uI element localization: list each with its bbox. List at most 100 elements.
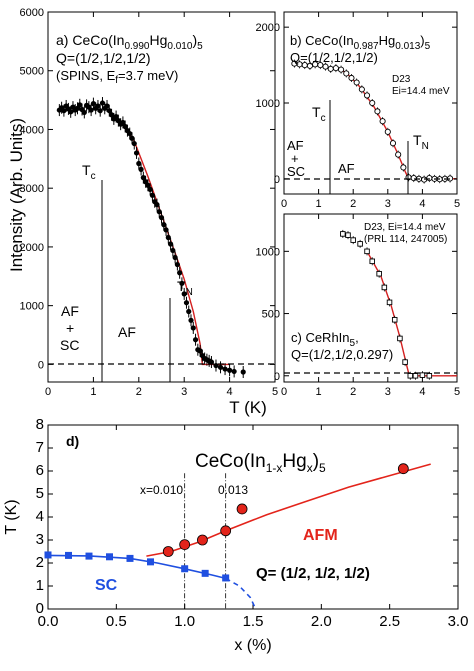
- panel-a-region-af: AF: [118, 324, 136, 340]
- y-tick-label: 8: [36, 416, 44, 433]
- panel-b-ticks: 0 1 2 3 4 5 0 1000 2000: [256, 12, 460, 210]
- data-point: [364, 248, 370, 255]
- x-tick-label: 1.0: [174, 613, 195, 630]
- x-tick-label: 2: [350, 386, 356, 398]
- data-point: [386, 299, 393, 306]
- sc-point: [106, 553, 113, 561]
- data-point: [174, 261, 180, 268]
- data-point: [88, 107, 94, 113]
- data-point: [400, 164, 407, 171]
- x-tick-label: 4: [419, 198, 425, 210]
- data-point: [113, 113, 119, 120]
- data-point: [136, 160, 142, 167]
- data-point: [138, 166, 144, 172]
- data-point: [402, 359, 408, 365]
- x-tick-label: 5: [272, 386, 278, 398]
- data-point: [412, 373, 419, 379]
- y-tick-label: 3: [36, 531, 44, 548]
- panel-b-points: [291, 59, 454, 184]
- data-point: [172, 254, 178, 261]
- data-point: [190, 325, 196, 331]
- data-point: [391, 317, 398, 323]
- panel-b-tn-label: TN: [413, 132, 429, 152]
- x-tick-label: 1.5: [243, 613, 264, 630]
- data-point: [369, 99, 376, 107]
- data-point: [127, 130, 133, 137]
- data-point: [343, 70, 350, 77]
- data-point: [170, 247, 176, 254]
- data-point: [68, 109, 74, 115]
- x-tick-label: 4: [419, 386, 425, 398]
- data-point: [345, 232, 351, 238]
- top-x-axis-label: T (K): [229, 398, 266, 417]
- panel-c-frame: [283, 213, 458, 383]
- y-tick-label: 1000: [256, 98, 280, 110]
- panel-d-x-axis-label: x (%): [234, 637, 271, 654]
- x-tick-label: 5: [454, 386, 460, 398]
- panel-b-note2: Ei=14.4 meV: [392, 86, 450, 97]
- x-tick-label: 0.5: [106, 613, 127, 630]
- data-point: [108, 112, 115, 118]
- x-tick-label: 0: [45, 386, 51, 398]
- panel-d-sc-label: SC: [95, 577, 118, 594]
- x-tick-label: 3: [385, 198, 391, 210]
- data-point: [133, 150, 140, 156]
- sc-point: [44, 551, 52, 559]
- data-point: [240, 369, 246, 375]
- sc-point: [65, 551, 72, 559]
- panel-d-afm-label: AFM: [303, 527, 338, 544]
- data-point: [145, 182, 151, 188]
- y-tick-label: 1000: [20, 301, 44, 313]
- data-point: [131, 140, 137, 147]
- panel-d-tag: d): [66, 433, 79, 449]
- data-point: [397, 335, 403, 342]
- x-tick-label: 0.0: [38, 613, 59, 630]
- data-point: [419, 372, 426, 378]
- x-tick-label: 2: [136, 386, 142, 398]
- data-point: [332, 65, 339, 72]
- panel-b-label-line2: Q=(1/2,1/2,1/2): [290, 50, 378, 65]
- data-point: [213, 362, 219, 369]
- panel-b-region-af-sc-3: SC: [287, 164, 305, 179]
- y-tick-label: 0: [274, 371, 280, 383]
- x-tick-label: 3: [385, 386, 391, 398]
- x-tick-label: 2.0: [311, 613, 332, 630]
- top-y-axis-label: Intensity (Arb. Units): [7, 118, 26, 272]
- panel-d-ticks: 0.0 0.5 1.0 1.5 2.0 2.5 3.0 0 1 2 3 4 5 6 7 8: [36, 416, 469, 630]
- y-tick-label: 2: [36, 554, 44, 571]
- panel-a-tc-label: Tc: [82, 162, 96, 182]
- data-point: [154, 202, 160, 208]
- data-point: [353, 79, 360, 86]
- panel-a-frame: [47, 11, 276, 383]
- data-point: [129, 135, 135, 141]
- x-tick-label: 1: [316, 198, 322, 210]
- panel-b-chart: 0 1 2 3 4 5 0 1000 2000 b) CeCo(In0.987Hg0.013)5…: [256, 11, 460, 210]
- data-point: [192, 337, 199, 343]
- x-tick-label: 3.0: [448, 613, 469, 630]
- data-point: [395, 151, 402, 158]
- panel-b-label-line1: b) CeCo(In0.987Hg0.013)5: [290, 33, 431, 52]
- data-point: [340, 231, 346, 237]
- x-tick-label: 1: [316, 386, 322, 398]
- data-point: [106, 108, 112, 114]
- data-point: [426, 373, 433, 379]
- panel-a-tn-label: TN: [177, 278, 193, 298]
- afm-point: [197, 534, 208, 546]
- data-point: [90, 101, 96, 107]
- panel-c-label-line2: Q=(1/2,1/2,0.297): [291, 347, 393, 362]
- data-point: [120, 119, 126, 126]
- afm-point: [236, 503, 248, 515]
- data-point: [149, 192, 156, 198]
- sc-curve-extrapolated: [225, 577, 257, 610]
- data-point: [357, 241, 363, 247]
- afm-point: [397, 463, 409, 475]
- data-point: [322, 63, 329, 70]
- data-point: [61, 108, 67, 114]
- x-tick-label: 1: [90, 386, 96, 398]
- data-point: [384, 128, 391, 135]
- panel-a-label-line1: a) CeCo(In0.990Hg0.010)5: [56, 32, 203, 52]
